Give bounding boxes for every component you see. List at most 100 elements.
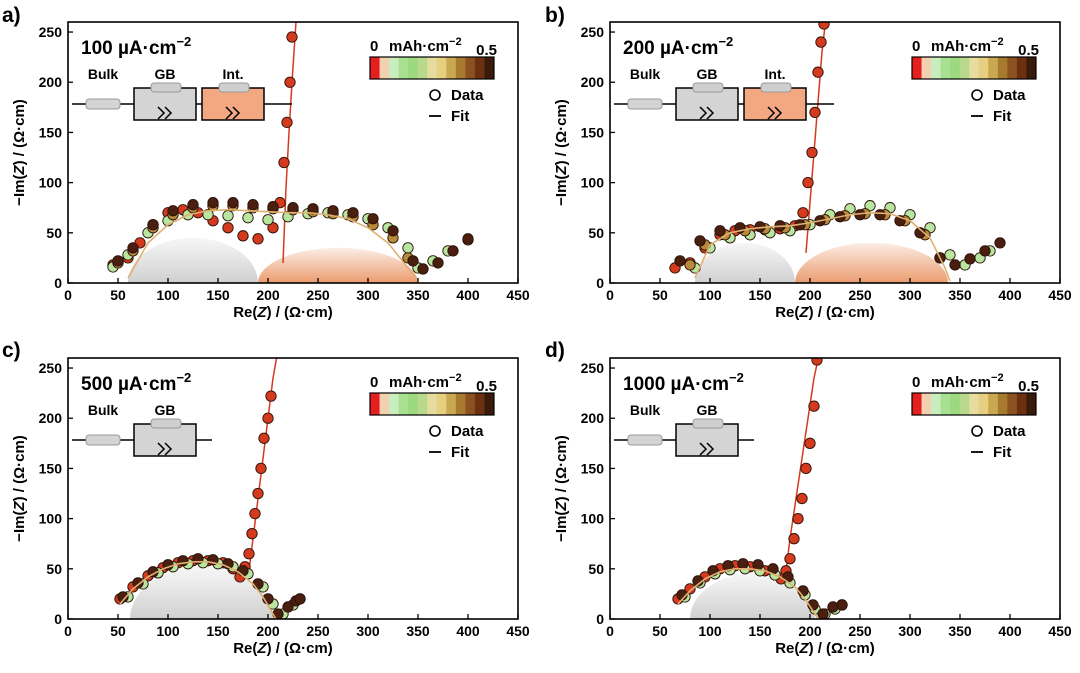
data-point [752, 559, 764, 571]
data-point [684, 259, 696, 271]
y-tick-label: 200 [39, 410, 63, 426]
y-tick-label: 200 [581, 410, 605, 426]
colorbar-segment [931, 57, 942, 79]
interface-cpe-icon [225, 106, 241, 120]
data-point [237, 565, 249, 577]
colorbar-segment [427, 57, 438, 79]
plot-area [669, 22, 1006, 283]
colorbar-segment [408, 57, 419, 79]
colorbar-segment [455, 393, 466, 415]
data-point [267, 201, 279, 213]
x-tick-label: 300 [898, 287, 922, 303]
data-point [994, 237, 1006, 249]
data-series-0 [107, 31, 298, 271]
data-series-2 [676, 558, 848, 619]
data-point [737, 558, 749, 570]
colorbar-segment [912, 393, 923, 415]
gb-cpe-icon [699, 442, 715, 456]
y-axis-title: −Im(Z) / (Ω·cm) [553, 99, 570, 206]
data-point [252, 578, 264, 590]
x-tick-label: 350 [948, 287, 972, 303]
data-point [949, 259, 961, 271]
colorbar-frame [369, 56, 495, 80]
colorbar-segment [959, 57, 970, 79]
interface-cpe-icon [767, 106, 783, 120]
plot-frame [609, 21, 1061, 284]
panel-label: d) [545, 339, 565, 362]
x-tick-label: 350 [406, 623, 430, 639]
fit-line-arc [119, 560, 277, 619]
data-point [347, 207, 359, 219]
panel-label: c) [2, 339, 21, 362]
x-tick-label: 50 [652, 623, 668, 639]
circuit-label-bulk: Bulk [88, 402, 119, 418]
data-point [792, 512, 804, 525]
fit-line-arc [677, 568, 819, 619]
data-point [242, 212, 254, 224]
legend-marker-data [971, 89, 983, 101]
x-tick-label: 250 [306, 287, 330, 303]
colorbar-segment [950, 57, 961, 79]
plot-area [107, 22, 474, 283]
colorbar-min-label: 0 [370, 374, 378, 391]
y-tick-label: 50 [46, 225, 62, 241]
data-point [265, 390, 277, 402]
data-point [177, 555, 189, 567]
colorbar: 0 mAh·cm−2 0.5 [911, 372, 1039, 416]
circuit-label-bulk: Bulk [88, 66, 119, 82]
colorbar-segment [950, 393, 961, 415]
data-point [979, 245, 991, 257]
colorbar-unit-label: mAh·cm−2 [389, 36, 462, 55]
panel-label: a) [2, 4, 21, 27]
x-tick-label: 100 [698, 623, 722, 639]
gb-cpe-icon [699, 106, 715, 120]
data-point [417, 263, 429, 275]
circuit-label-gb: GB [697, 66, 718, 82]
data-point [132, 577, 144, 589]
x-tick-label: 100 [156, 287, 180, 303]
data-point [784, 553, 796, 565]
interface-region-shading [258, 247, 418, 283]
data-point [112, 255, 124, 267]
data-point [836, 599, 848, 611]
y-tick-label: 200 [581, 74, 605, 90]
data-point [167, 205, 179, 217]
x-tick-label: 0 [64, 287, 72, 303]
y-tick-label: 100 [39, 511, 63, 527]
x-tick-label: 50 [110, 623, 126, 639]
gb-resistor [692, 82, 724, 93]
y-tick-label: 100 [581, 511, 605, 527]
data-point [714, 225, 726, 237]
y-tick-label: 250 [39, 24, 63, 40]
legend-label-fit: Fit [993, 108, 1011, 125]
data-point [117, 591, 129, 603]
colorbar-segment [988, 57, 999, 79]
interface-element [743, 87, 807, 121]
circuit-label-interface: Int. [765, 66, 786, 82]
data-point [127, 242, 139, 254]
circuit-label-interface: Int. [223, 66, 244, 82]
equivalent-circuit: Bulk GB [614, 402, 754, 457]
colorbar-min-label: 0 [912, 374, 920, 391]
data-point [815, 36, 827, 48]
x-tick-label: 200 [798, 287, 822, 303]
colorbar-min-label: 0 [912, 38, 920, 55]
bulk-resistor [85, 98, 121, 110]
colorbar-segment [370, 393, 381, 415]
y-tick-label: 0 [54, 611, 62, 627]
bulk-resistor [627, 98, 663, 110]
circuit-label-gb: GB [155, 66, 176, 82]
plot-frame [67, 21, 519, 284]
chart-panel-c: c) 0 50 100 150 200 250 300 350 400 450 0 50 100 150 20… [2, 339, 530, 657]
current-density-label: 1000 µA·cm−2 [623, 370, 744, 395]
colorbar-segment [417, 393, 428, 415]
data-point [252, 233, 264, 245]
colorbar: 0 mAh·cm−2 0.5 [911, 36, 1039, 80]
colorbar-segment [997, 393, 1008, 415]
colorbar: 0 mAh·cm−2 0.5 [369, 36, 497, 80]
colorbar-segment [379, 57, 390, 79]
x-tick-label: 200 [256, 623, 280, 639]
colorbar-segment [436, 393, 447, 415]
data-point [387, 225, 399, 237]
x-tick-label: 0 [606, 623, 614, 639]
